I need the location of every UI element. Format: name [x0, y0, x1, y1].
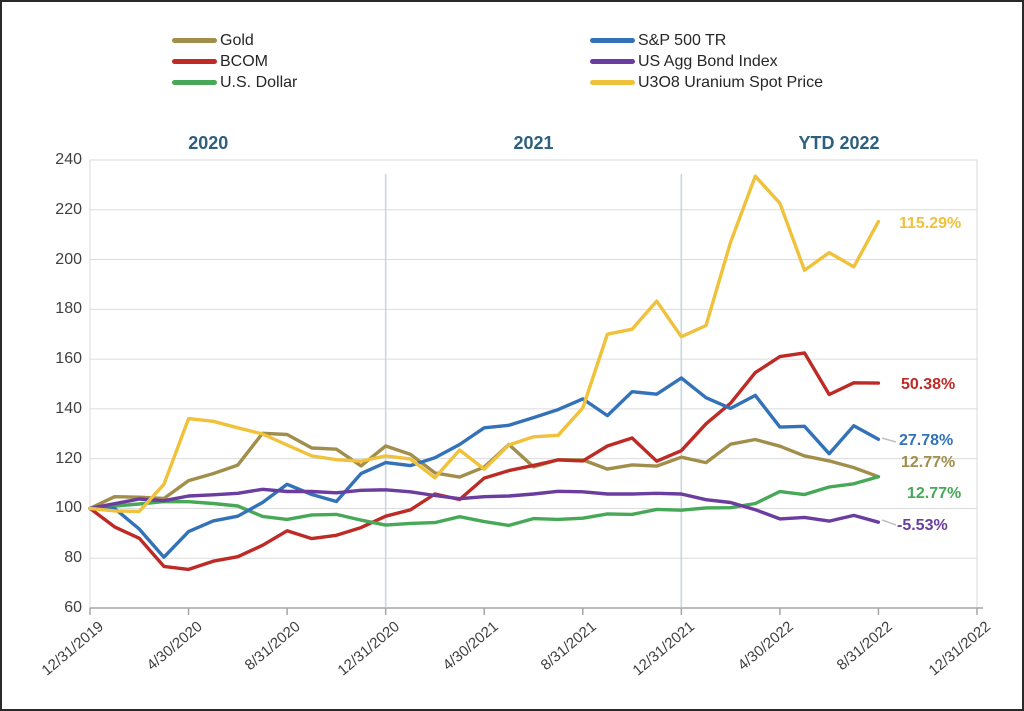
- legend-item-label: BCOM: [220, 52, 268, 70]
- y-axis-tick-label: 180: [55, 300, 82, 318]
- end-label-connector: [881, 437, 897, 443]
- legend-item-bcom: BCOM: [172, 51, 297, 72]
- y-axis-tick-label: 160: [55, 350, 82, 368]
- series-end-value-label: 50.38%: [901, 376, 956, 393]
- x-axis-tick-label: 12/31/2022: [925, 618, 994, 680]
- series-end-value-label: 115.29%: [899, 215, 962, 232]
- period-header-ytd-2022: YTD 2022: [798, 133, 880, 153]
- period-header-2021: 2021: [513, 133, 554, 153]
- series-line-us-agg-bond-index: [88, 487, 881, 524]
- legend-swatch-icon: [590, 59, 635, 64]
- legend-swatch-icon: [172, 38, 217, 43]
- y-axis-tick-label: 200: [55, 250, 82, 268]
- legend-swatch-icon: [172, 59, 217, 64]
- series-line-s-p-500-tr: [88, 376, 881, 559]
- legend-column-left: Gold BCOM U.S. Dollar: [172, 30, 297, 93]
- legend-item-label: S&P 500 TR: [638, 31, 727, 49]
- x-axis-tick-label: 8/31/2021: [537, 618, 600, 674]
- x-axis-tick-label: 8/31/2022: [833, 618, 896, 674]
- y-axis-tick-label: 100: [55, 499, 82, 517]
- legend-swatch-icon: [590, 38, 635, 43]
- x-axis-tick-label: 12/31/2020: [334, 618, 403, 680]
- legend-item-u3o8-uranium-spot-price: U3O8 Uranium Spot Price: [590, 72, 823, 93]
- series-end-value-label: -5.53%: [897, 517, 948, 534]
- end-label-connector: [881, 519, 897, 526]
- x-axis-tick-label: 4/30/2020: [143, 618, 206, 674]
- y-axis-tick-label: 220: [55, 200, 82, 218]
- legend-item-label: U3O8 Uranium Spot Price: [638, 73, 823, 91]
- y-axis-tick-label: 80: [64, 549, 82, 567]
- y-axis-tick-label: 240: [55, 151, 82, 168]
- x-axis-tick-label: 4/30/2022: [734, 618, 797, 674]
- legend-item-label: US Agg Bond Index: [638, 52, 778, 70]
- x-axis-tick-label: 4/30/2021: [439, 618, 502, 674]
- y-axis-tick-label: 120: [55, 449, 82, 467]
- series-end-value-label: 12.77%: [901, 454, 956, 471]
- series-end-value-label: 27.78%: [899, 432, 954, 449]
- legend-item-gold: Gold: [172, 30, 297, 51]
- period-header-2020: 2020: [188, 133, 229, 153]
- legend-swatch-icon: [172, 80, 217, 85]
- y-axis-tick-label: 60: [64, 599, 82, 616]
- series-end-value-label: 12.77%: [907, 485, 962, 502]
- legend-item-label: U.S. Dollar: [220, 73, 298, 91]
- legend-column-right: S&P 500 TR US Agg Bond Index U3O8 Uranium …: [590, 30, 823, 93]
- x-axis-tick-label: 12/31/2019: [38, 618, 107, 680]
- legend-item-label: Gold: [220, 31, 254, 49]
- x-axis-tick-label: 8/31/2020: [242, 618, 305, 674]
- series-line-u-s-dollar: [88, 475, 881, 528]
- series-line-u3o8-uranium-spot-price: [88, 174, 881, 514]
- y-axis-tick-label: 140: [55, 399, 82, 417]
- legend-item-u-s-dollar: U.S. Dollar: [172, 72, 297, 93]
- legend-item-s-p-500-tr: S&P 500 TR: [590, 30, 823, 51]
- legend-swatch-icon: [590, 80, 635, 85]
- x-axis-tick-label: 12/31/2021: [629, 618, 699, 680]
- legend-item-us-agg-bond-index: US Agg Bond Index: [590, 51, 823, 72]
- series-line-bcom: [88, 351, 881, 572]
